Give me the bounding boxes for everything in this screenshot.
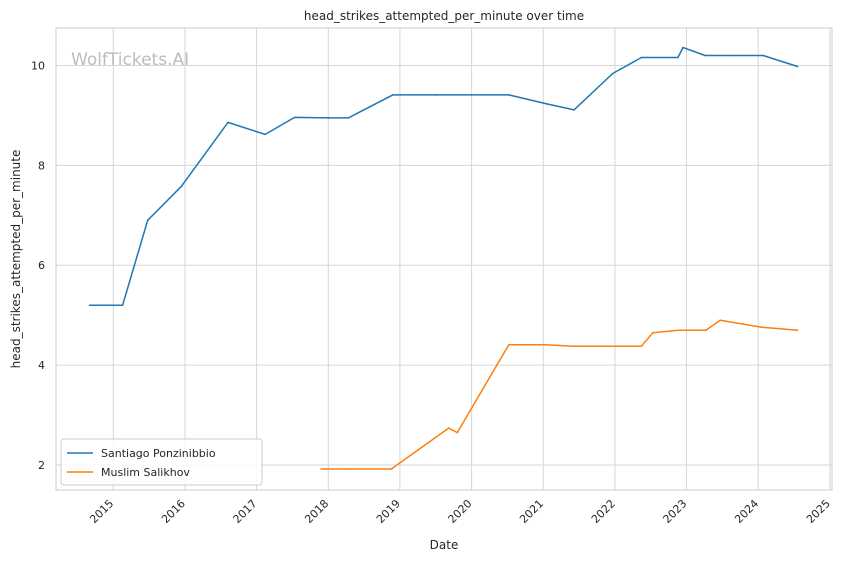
- data-point-muslim-salikhov-8: [614, 345, 616, 348]
- data-point-santiago-ponzinibbio-5: [264, 133, 267, 136]
- data-point-muslim-salikhov-0: [320, 468, 322, 470]
- data-point-santiago-ponzinibbio-13: [546, 103, 548, 105]
- legend-frame: [60, 438, 263, 486]
- data-point-muslim-salikhov-12: [705, 329, 707, 332]
- y-tick-label-6: 6: [38, 259, 45, 272]
- data-point-santiago-ponzinibbio-15: [611, 72, 614, 75]
- legend-label-santiago-ponzinibbio: Santiago Ponzinibbio: [101, 447, 216, 460]
- watermark: WolfTickets.AI: [71, 50, 189, 70]
- data-point-santiago-ponzinibbio-4: [227, 121, 229, 124]
- data-point-santiago-ponzinibbio-11: [470, 94, 473, 96]
- data-point-muslim-salikhov-11: [677, 329, 679, 332]
- data-point-santiago-ponzinibbio-14: [573, 109, 575, 111]
- data-point-santiago-ponzinibbio-20: [728, 54, 731, 57]
- data-point-muslim-salikhov-4: [456, 431, 459, 434]
- data-point-santiago-ponzinibbio-0: [88, 304, 91, 307]
- y-tick-label-2: 2: [38, 459, 45, 472]
- data-point-santiago-ponzinibbio-19: [704, 54, 706, 57]
- data-point-santiago-ponzinibbio-12: [508, 94, 510, 96]
- y-axis-label: head_strikes_attempted_per_minute: [9, 150, 23, 369]
- y-tick-label-4: 4: [38, 359, 45, 372]
- data-point-santiago-ponzinibbio-16: [640, 56, 643, 59]
- data-point-santiago-ponzinibbio-1: [121, 304, 124, 307]
- data-point-santiago-ponzinibbio-18: [682, 46, 684, 49]
- legend-label-muslim-salikhov: Muslim Salikhov: [101, 466, 190, 479]
- data-point-santiago-ponzinibbio-10: [435, 94, 437, 96]
- data-point-santiago-ponzinibbio-22: [796, 65, 799, 68]
- data-point-santiago-ponzinibbio-9: [392, 94, 394, 96]
- data-point-muslim-salikhov-3: [447, 427, 450, 429]
- data-point-muslim-salikhov-15: [796, 329, 799, 332]
- data-point-muslim-salikhov-6: [543, 343, 546, 346]
- y-tick-label-10: 10: [31, 60, 45, 73]
- plot-area-frame: [55, 27, 833, 491]
- data-point-muslim-salikhov-10: [652, 331, 654, 334]
- data-point-muslim-salikhov-9: [640, 345, 643, 348]
- data-point-santiago-ponzinibbio-7: [328, 117, 331, 119]
- legend: Santiago Ponzinibbio Muslim Salikhov: [60, 438, 263, 486]
- data-point-muslim-salikhov-2: [390, 468, 393, 470]
- data-point-santiago-ponzinibbio-6: [293, 116, 296, 119]
- grid-lines: [56, 28, 832, 490]
- data-point-santiago-ponzinibbio-8: [347, 117, 350, 119]
- data-point-muslim-salikhov-5: [508, 343, 510, 346]
- data-point-santiago-ponzinibbio-17: [677, 56, 679, 59]
- plot-area-background: [56, 28, 832, 490]
- x-axis-label: Date: [430, 538, 459, 552]
- data-point-santiago-ponzinibbio-2: [146, 219, 149, 222]
- chart-title: head_strikes_attempted_per_minute over t…: [304, 9, 584, 23]
- data-point-santiago-ponzinibbio-21: [762, 54, 764, 57]
- series-lines: [88, 46, 799, 470]
- series-line-muslim-salikhov: [321, 319, 798, 470]
- data-point-santiago-ponzinibbio-3: [180, 185, 183, 188]
- y-axis-ticks: 2 4 6 8 10: [31, 60, 45, 473]
- y-tick-label-8: 8: [38, 159, 45, 172]
- data-point-muslim-salikhov-13: [719, 319, 721, 322]
- data-point-muslim-salikhov-1: [349, 468, 351, 470]
- data-point-muslim-salikhov-7: [573, 345, 575, 348]
- data-point-muslim-salikhov-14: [761, 326, 763, 329]
